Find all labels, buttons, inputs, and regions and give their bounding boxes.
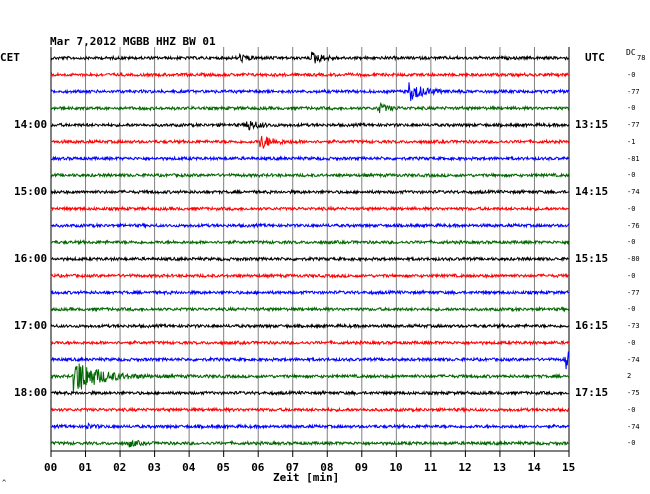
x-axis-label: Zeit [min] [273,471,340,484]
dc-offset-value: -0 [627,238,636,247]
trace-4-black [50,120,570,131]
x-tick-label: 14 [527,461,541,474]
trace-13-red [50,272,569,280]
trace-9-red [50,205,570,212]
dc-offset-value: -77 [627,87,640,96]
dc-offset-value: -0 [627,271,636,280]
dc-offset-value: -0 [627,305,636,314]
trace-16-black [50,322,570,330]
x-tick-label: 01 [78,461,92,474]
dc-column-label: DC [626,48,636,57]
dc-offset-value: -0 [627,171,636,180]
dc-offset-value: -0 [627,70,636,79]
left-time-label: 14:00 [14,118,48,131]
right-time-label: 17:15 [575,386,609,399]
trace-22-blue [50,422,570,431]
x-tick-label: 12 [458,461,472,474]
trace-lines [50,51,570,448]
trace-17-red [50,339,570,347]
x-tick-label: 00 [44,461,58,474]
dc-offset-value: -73 [627,322,640,330]
corner-glyph: ^ [2,479,7,487]
dc-offset-value: -0 [627,439,636,448]
tick-marks [50,451,570,457]
grid-lines [50,47,570,452]
dc-offset-value: -77 [627,288,640,297]
dc-offset-value: 2 [627,372,632,381]
trace-0-black [50,51,570,64]
x-tick-label: 09 [354,461,369,474]
trace-14-blue [50,289,570,296]
dc-offset-value: -77 [627,121,640,129]
left-time-label: 18:00 [14,386,48,399]
x-tick-label: 06 [251,461,265,474]
dc-offset-value: -1 [627,137,636,146]
x-tick-label: 04 [182,461,196,474]
dc-offset-value: -0 [627,405,636,414]
dc-offset-value: 78 [637,54,646,62]
dc-offset-value: -74 [627,188,640,196]
left-timezone-label: CET [0,51,20,64]
trace-1-red [50,71,570,79]
left-time-label: 16:00 [14,252,48,265]
trace-19-green [50,363,570,394]
right-time-label: 16:15 [575,319,609,332]
trace-21-red [50,406,570,414]
dc-offset-value: -76 [627,221,640,230]
trace-5-red [50,135,569,149]
chart-title: Mar 7,2012 MGBB HHZ BW 01 [50,35,216,48]
dc-offset-value: -0 [627,104,636,113]
trace-7-green [50,172,570,179]
x-tick-label: 13 [492,461,507,474]
dc-offset-value: -74 [627,355,640,364]
left-time-label: 17:00 [14,319,48,332]
dc-offset-value: -0 [627,204,636,213]
trace-15-green [50,305,570,313]
x-tick-label: 10 [389,461,403,474]
dc-offset-value: -75 [627,389,640,397]
trace-8-black [50,188,570,196]
right-time-label: 15:15 [575,252,609,265]
x-tick-label: 02 [113,461,127,474]
trace-2-blue [50,82,570,101]
trace-6-blue [50,155,570,162]
x-tick-label: 03 [147,461,161,474]
trace-12-black [50,255,570,263]
x-tick-label: 05 [216,461,230,474]
x-tick-label: 08 [320,461,334,474]
right-timezone-label: UTC [585,51,605,64]
dc-offset-value: -81 [627,154,640,163]
trace-3-green [50,101,570,114]
x-tick-label: 15 [562,461,576,474]
x-tick-label: 11 [423,461,438,474]
right-time-label: 13:15 [575,118,609,131]
trace-10-blue [50,222,570,230]
dc-offset-value: -80 [627,255,640,263]
right-time-label: 14:15 [575,185,609,198]
trace-23-green [50,439,570,448]
trace-20-black [50,389,569,397]
x-tick-label: 07 [285,461,299,474]
left-time-label: 15:00 [14,185,48,198]
trace-18-blue [51,351,570,370]
dc-offset-value: -74 [627,422,640,431]
dc-offset-value: -0 [627,338,636,347]
trace-11-green [50,239,570,246]
